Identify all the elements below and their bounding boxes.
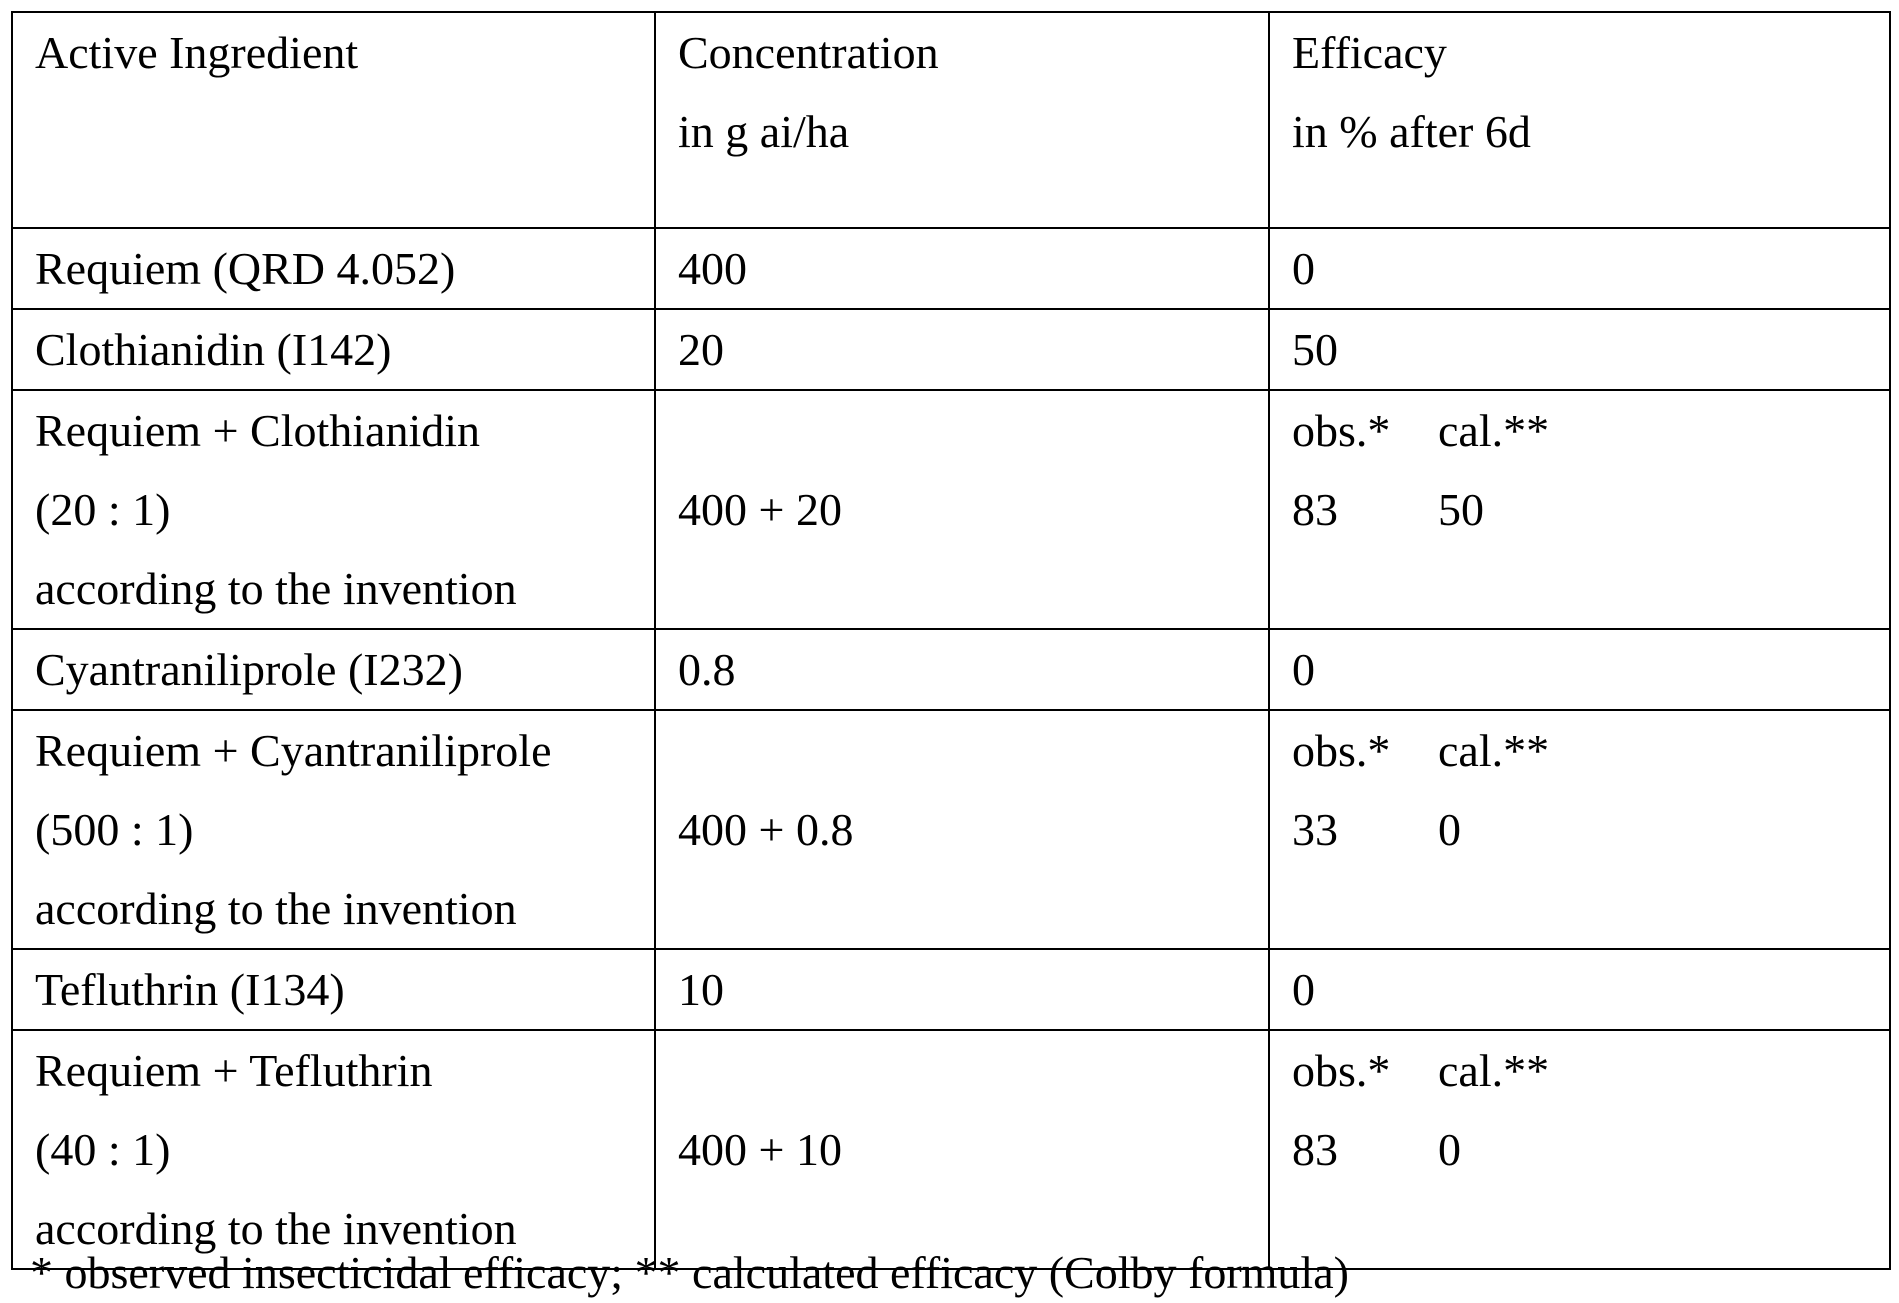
table-row: Cyantraniliprole (I232) 0.8 0 [11,628,1891,711]
table-row: Clothianidin (I142) 20 50 [11,308,1891,391]
concentration-value: 400 + 10 [678,1124,842,1175]
obs-label: obs.* [1292,405,1391,456]
cal-value: 0 [1438,804,1461,855]
efficacy-cell: 0 [1268,948,1891,1031]
obs-cal-values: 83 0 [1292,1110,1889,1189]
obs-cal-labels: obs.* cal.** [1292,711,1889,790]
ingredient-cell: Requiem + Cyantraniliprole (500 : 1) acc… [11,709,656,950]
cal-value: 0 [1438,1124,1461,1175]
header-concentration: Concentration in g ai/ha [654,11,1270,229]
obs-cal-labels: obs.* cal.** [1292,391,1889,470]
efficacy-cell: 0 [1268,227,1891,310]
header-concentration-line-2: in g ai/ha [678,106,850,157]
obs-value: 33 [1292,804,1338,855]
concentration-value: 0.8 [678,644,736,695]
ingredient-cell: Requiem (QRD 4.052) [11,227,656,310]
table-row: Requiem + Clothianidin (20 : 1) accordin… [11,389,1891,630]
concentration-cell: 400 + 10 [654,1029,1270,1270]
ingredient-name: Tefluthrin (I134) [35,964,345,1015]
header-active-ingredient-text: Active Ingredient [35,27,359,78]
obs-cal-values: 33 0 [1292,790,1889,869]
ingredient-name: Cyantraniliprole (I232) [35,644,463,695]
concentration-cell: 0.8 [654,628,1270,711]
obs-value: 83 [1292,1124,1338,1175]
ingredient-ratio: (40 : 1) [35,1124,171,1175]
header-active-ingredient: Active Ingredient [11,11,656,229]
obs-cal-labels: obs.* cal.** [1292,1031,1889,1110]
footnote-text: * observed insecticidal efficacy; ** cal… [30,1247,1349,1298]
concentration-cell: 20 [654,308,1270,391]
efficacy-table-container: Active Ingredient Concentration in g ai/… [11,11,1891,1270]
ingredient-note: according to the invention [35,883,517,934]
concentration-value: 400 + 0.8 [678,804,854,855]
cal-label: cal.** [1438,725,1550,776]
concentration-value: 10 [678,964,724,1015]
header-row: Active Ingredient Concentration in g ai/… [11,11,1891,229]
cal-value: 50 [1438,484,1484,535]
efficacy-cell: 0 [1268,628,1891,711]
concentration-value: 20 [678,324,724,375]
ingredient-cell: Requiem + Tefluthrin (40 : 1) according … [11,1029,656,1270]
efficacy-value: 0 [1292,644,1315,695]
ingredient-name: Requiem + Tefluthrin [35,1045,433,1096]
ingredient-cell: Cyantraniliprole (I232) [11,628,656,711]
ingredient-name: Requiem (QRD 4.052) [35,243,456,294]
concentration-value: 400 + 20 [678,484,842,535]
cal-label: cal.** [1438,405,1550,456]
obs-cal-values: 83 50 [1292,470,1889,549]
concentration-cell: 400 [654,227,1270,310]
efficacy-cell: obs.* cal.** 33 0 [1268,709,1891,950]
ingredient-cell: Requiem + Clothianidin (20 : 1) accordin… [11,389,656,630]
efficacy-value: 0 [1292,243,1315,294]
efficacy-cell: obs.* cal.** 83 0 [1268,1029,1891,1270]
ingredient-note: according to the invention [35,1203,517,1254]
concentration-cell: 10 [654,948,1270,1031]
header-concentration-line-1: Concentration [678,27,939,78]
ingredient-ratio: (20 : 1) [35,484,171,535]
table-row: Requiem (QRD 4.052) 400 0 [11,227,1891,310]
ingredient-cell: Clothianidin (I142) [11,308,656,391]
table-row: Requiem + Cyantraniliprole (500 : 1) acc… [11,709,1891,950]
header-efficacy-line-2: in % after 6d [1292,106,1531,157]
concentration-cell: 400 + 0.8 [654,709,1270,950]
efficacy-value: 50 [1292,324,1338,375]
ingredient-cell: Tefluthrin (I134) [11,948,656,1031]
cal-label: cal.** [1438,1045,1550,1096]
ingredient-name: Clothianidin (I142) [35,324,392,375]
ingredient-name: Requiem + Cyantraniliprole [35,725,552,776]
efficacy-value: 0 [1292,964,1315,1015]
obs-value: 83 [1292,484,1338,535]
efficacy-cell: 50 [1268,308,1891,391]
header-efficacy: Efficacy in % after 6d [1268,11,1891,229]
ingredient-note: according to the invention [35,563,517,614]
obs-label: obs.* [1292,1045,1391,1096]
table-row: Tefluthrin (I134) 10 0 [11,948,1891,1031]
ingredient-name: Requiem + Clothianidin [35,405,481,456]
concentration-cell: 400 + 20 [654,389,1270,630]
obs-label: obs.* [1292,725,1391,776]
efficacy-cell: obs.* cal.** 83 50 [1268,389,1891,630]
efficacy-table: Active Ingredient Concentration in g ai/… [11,11,1891,1270]
header-efficacy-line-1: Efficacy [1292,27,1447,78]
concentration-value: 400 [678,243,747,294]
table-row: Requiem + Tefluthrin (40 : 1) according … [11,1029,1891,1270]
ingredient-ratio: (500 : 1) [35,804,194,855]
